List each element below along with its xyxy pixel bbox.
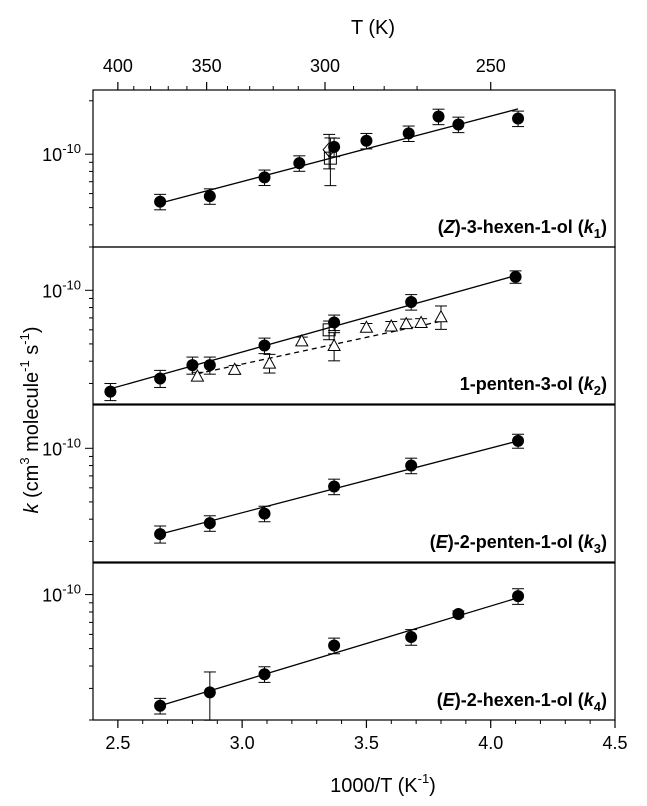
y-axis-tick-label: 10-10	[42, 435, 81, 459]
x-axis-tick-label: 4.5	[602, 733, 627, 753]
panel-label: (E)-2-hexen-1-ol (k4)	[437, 690, 607, 714]
plot-layer: 400 350 300 250 2.5 3.0 3.5 4.0 4.5 10-10 (Z)-3-he…	[42, 56, 627, 753]
y-axis-tick-label: 10-10	[42, 277, 81, 301]
data-point	[104, 385, 117, 398]
data-point	[402, 127, 415, 140]
data-point-triangle	[294, 333, 309, 347]
top-axis-tick-label: 400	[103, 56, 133, 76]
panel-label: (Z)-3-hexen-1-ol (k1)	[438, 217, 607, 241]
data-point	[512, 434, 525, 447]
data-point-triangle	[262, 356, 277, 369]
data-point	[512, 590, 525, 603]
top-axis-tick-label: 300	[310, 56, 340, 76]
data-point	[328, 639, 341, 652]
data-point	[452, 118, 465, 131]
data-point	[154, 528, 167, 541]
data-point	[405, 295, 418, 308]
data-point	[203, 686, 216, 699]
panel-frame	[92, 562, 616, 721]
data-point-triangle	[414, 315, 428, 328]
x-axis-tick-label: 4.0	[478, 733, 503, 753]
data-point-square	[322, 323, 336, 337]
data-point	[328, 140, 341, 153]
data-point-diamond	[322, 141, 336, 158]
panel-2: 10-10 1-penten-3-ol (k2)	[42, 246, 616, 405]
data-point	[452, 607, 465, 620]
data-point	[258, 668, 271, 681]
x-axis-tick-label: 3.0	[230, 733, 255, 753]
x-axis-tick-label: 2.5	[105, 733, 130, 753]
data-point	[154, 699, 167, 712]
panel-1: 10-10 (Z)-3-hexen-1-ol (k1)	[42, 89, 616, 248]
data-point	[509, 270, 522, 283]
data-point	[293, 157, 306, 170]
x-axis-title: 1000/T (K-1)	[330, 771, 436, 797]
data-point	[360, 134, 373, 147]
data-point-triangle	[190, 369, 205, 382]
data-point	[328, 480, 341, 493]
data-point	[432, 110, 445, 123]
data-point	[203, 517, 216, 530]
x-axis-tick-label: 3.5	[354, 733, 379, 753]
data-point	[203, 190, 216, 203]
panel-frame	[92, 404, 616, 563]
panel-3: 10-10 (E)-2-penten-1-ol (k3)	[42, 404, 616, 563]
top-axis-tick-label: 250	[476, 56, 506, 76]
data-point-triangle	[384, 318, 399, 332]
fit-line	[110, 274, 519, 390]
data-point	[186, 359, 199, 372]
data-point-triangle	[359, 320, 374, 333]
top-axis-tick-label: 350	[192, 56, 222, 76]
panel-frame	[92, 246, 616, 405]
data-point-triangle	[399, 316, 414, 330]
data-point	[258, 507, 271, 520]
data-point	[405, 631, 418, 644]
y-axis-tick-label: 10-10	[42, 141, 81, 165]
data-point	[258, 171, 271, 184]
data-point	[512, 112, 525, 125]
y-axis-tick-label: 10-10	[42, 582, 81, 606]
panel-4: 10-10 (E)-2-hexen-1-ol (k4)	[42, 562, 616, 721]
data-point-triangle	[434, 309, 448, 323]
panel-label: 1-penten-3-ol (k2)	[460, 374, 607, 398]
fit-line-dashed	[197, 320, 442, 375]
data-point-square	[323, 151, 337, 165]
y-axis-title: k (cm3 molecule-1 s-1)	[17, 326, 43, 513]
top-axis-title: T (K)	[351, 17, 395, 39]
data-point	[328, 316, 341, 329]
data-point	[258, 339, 271, 352]
panel-label: (E)-2-penten-1-ol (k3)	[430, 532, 607, 556]
data-point-triangle	[327, 338, 341, 351]
data-point	[154, 195, 167, 208]
data-point	[203, 359, 216, 372]
data-point-triangle	[227, 362, 242, 375]
data-point	[154, 372, 167, 385]
data-point	[405, 459, 418, 472]
